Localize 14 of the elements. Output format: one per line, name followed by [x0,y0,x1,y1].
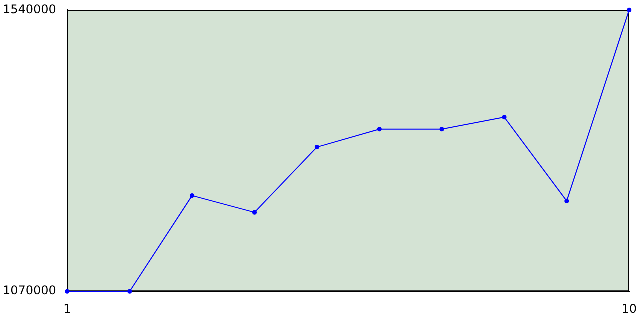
point [190,194,195,198]
point [564,198,570,204]
point [252,210,258,215]
y-tick-label: 1540000 [2,2,56,16]
point [377,127,382,132]
point [128,289,132,294]
x-tick-label: 1 [64,302,72,316]
x-tick-label: 10 [622,302,638,316]
point [627,8,632,12]
point [502,115,507,120]
point [440,127,444,132]
y-tick-label: 1070000 [2,284,56,298]
point [65,289,70,294]
point [314,145,320,150]
